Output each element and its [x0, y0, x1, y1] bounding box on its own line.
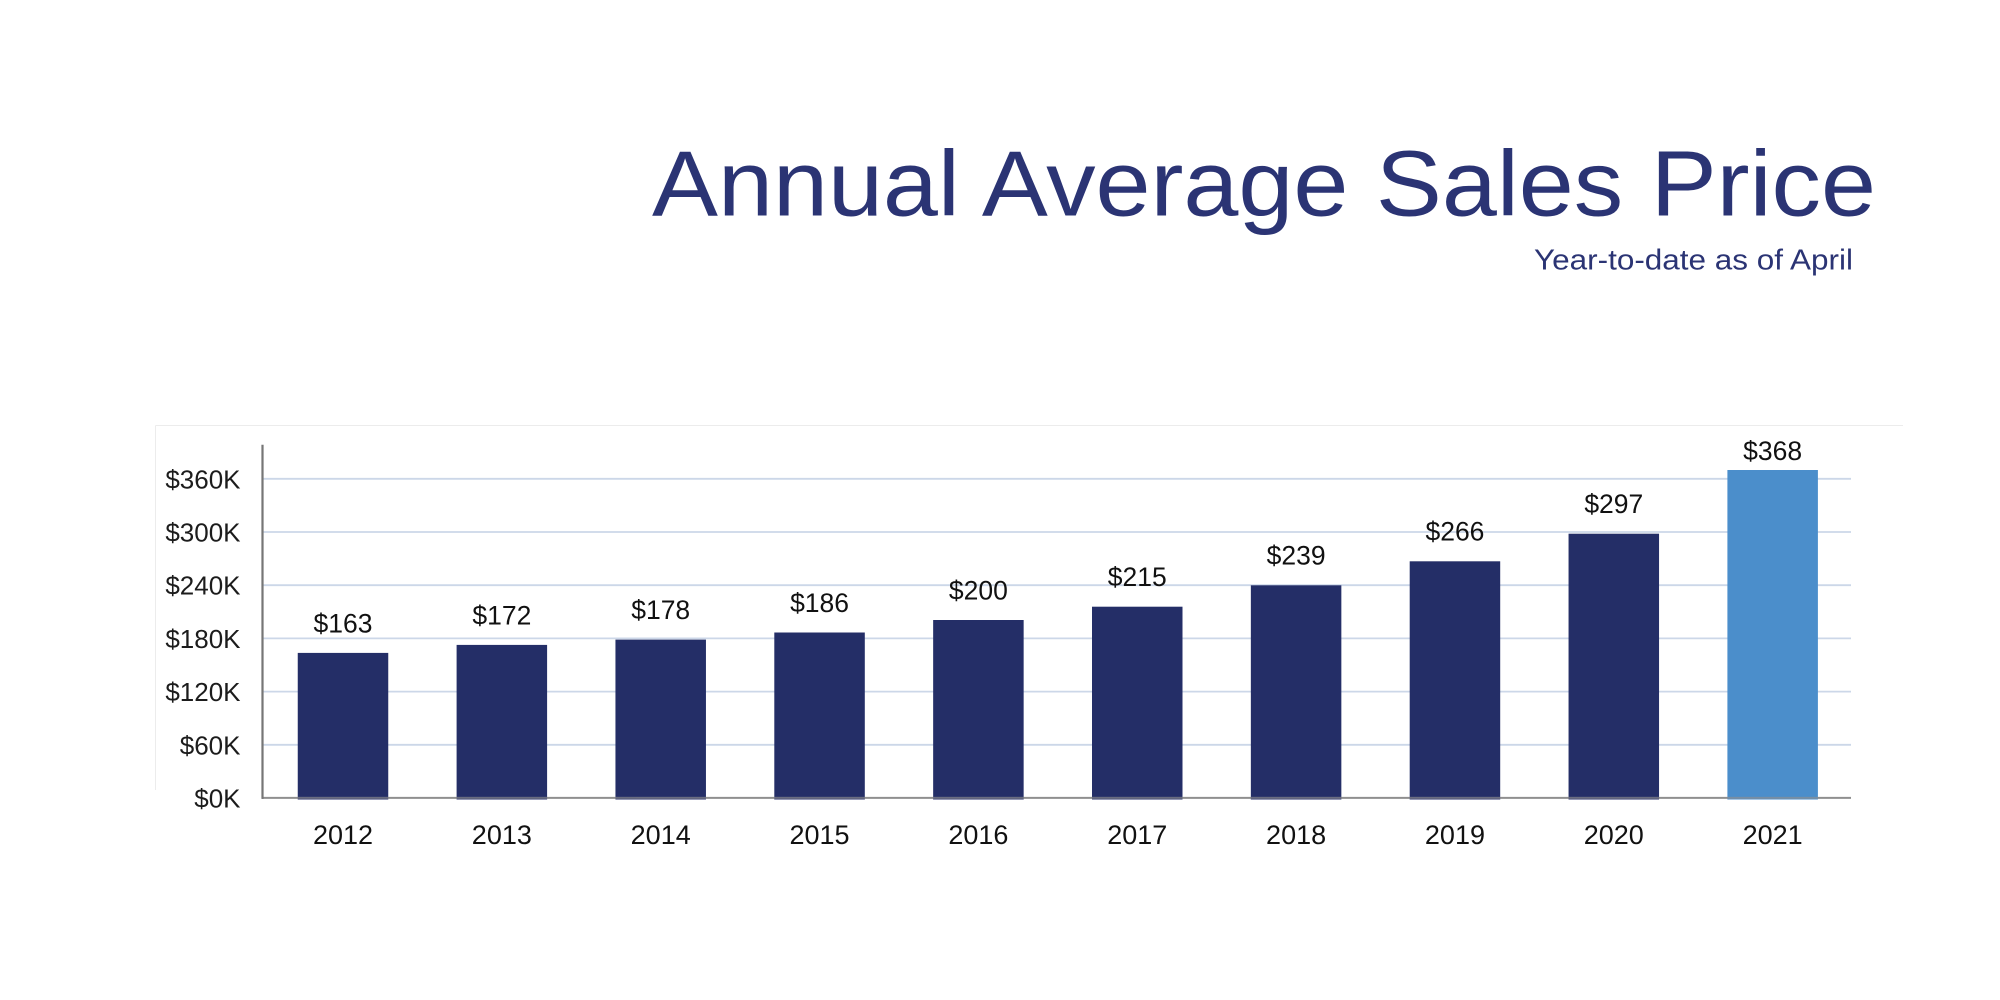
svg-text:2021: 2021: [1743, 820, 1803, 850]
svg-text:$239: $239: [1267, 541, 1326, 571]
svg-text:$266: $266: [1425, 517, 1484, 547]
svg-text:$120K: $120K: [165, 677, 241, 707]
svg-text:$215: $215: [1108, 562, 1167, 592]
svg-text:$240K: $240K: [165, 571, 241, 601]
svg-text:$200: $200: [949, 575, 1008, 605]
svg-text:$178: $178: [631, 595, 690, 625]
svg-text:$297: $297: [1584, 489, 1643, 519]
svg-text:2012: 2012: [313, 820, 373, 850]
svg-text:$172: $172: [472, 600, 531, 630]
svg-text:2018: 2018: [1266, 820, 1326, 850]
svg-text:2013: 2013: [472, 820, 532, 850]
svg-text:$60K: $60K: [180, 730, 241, 760]
svg-text:2015: 2015: [790, 820, 850, 850]
svg-text:Annual Average Sales Price: Annual Average Sales Price: [652, 132, 1876, 236]
svg-text:$186: $186: [790, 588, 849, 618]
svg-text:$368: $368: [1743, 436, 1802, 466]
svg-text:$300K: $300K: [165, 518, 241, 548]
svg-text:$163: $163: [314, 608, 373, 638]
svg-text:$0K: $0K: [194, 784, 241, 814]
svg-text:$180K: $180K: [165, 624, 241, 654]
svg-text:Year-to-date as of April: Year-to-date as of April: [1534, 245, 1853, 277]
svg-text:2019: 2019: [1425, 820, 1485, 850]
svg-text:$360K: $360K: [165, 464, 241, 494]
svg-text:2017: 2017: [1107, 820, 1167, 850]
svg-text:2014: 2014: [631, 820, 691, 850]
svg-text:2020: 2020: [1584, 820, 1644, 850]
svg-text:2016: 2016: [948, 820, 1008, 850]
